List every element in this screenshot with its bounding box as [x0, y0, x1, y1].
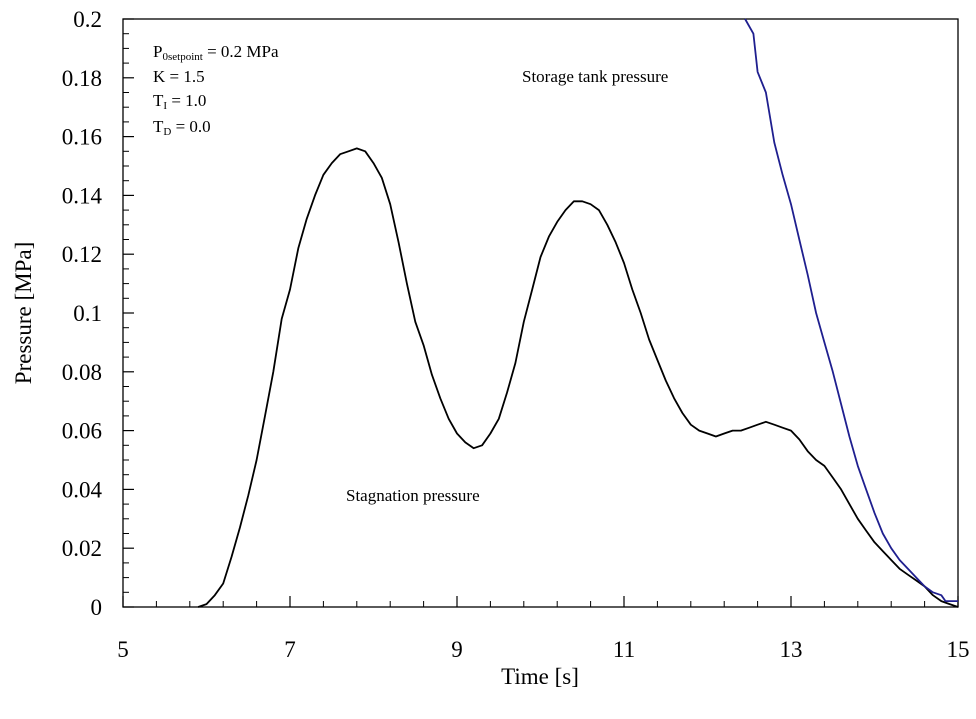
y-tick-label: 0: [91, 595, 103, 620]
x-tick-label: 9: [451, 637, 463, 662]
y-tick-label: 0.1: [73, 301, 102, 326]
parameter-line: TI = 1.0: [153, 91, 206, 112]
plot-frame: [122, 18, 959, 608]
x-tick-label: 7: [284, 637, 296, 662]
annotation-stagnation-pressure: Stagnation pressure: [346, 486, 480, 505]
x-axis-title: Time [s]: [501, 664, 579, 689]
parameter-line: P0setpoint = 0.2 MPa: [153, 42, 279, 63]
stagnation-pressure-line: [197, 147, 959, 608]
y-tick-label: 0.06: [62, 419, 102, 444]
x-tick-labels: 5 7 9 11 13 15: [117, 637, 969, 662]
controller-parameters: P0setpoint = 0.2 MPa K = 1.5 TI = 1.0 TD = …: [153, 42, 279, 138]
y-tick-label: 0.04: [62, 477, 103, 502]
y-tick-label: 0.2: [73, 7, 102, 32]
x-tick-label: 5: [117, 637, 129, 662]
y-tick-labels: 0 0.02 0.04 0.06 0.08 0.1 0.12 0.14 0.16 0.18 0.2: [62, 7, 103, 620]
x-tick-label: 11: [613, 637, 635, 662]
x-tick-label: 13: [780, 637, 803, 662]
y-tick-label: 0.18: [62, 66, 102, 91]
y-tick-label: 0.16: [62, 125, 102, 150]
storage-tank-pressure-line: [744, 18, 958, 602]
series-lines: [197, 18, 959, 608]
y-axis-title: Pressure [MPa]: [11, 242, 36, 384]
y-tick-label: 0.08: [62, 360, 102, 385]
y-tick-label: 0.02: [62, 536, 102, 561]
y-tick-label: 0.12: [62, 242, 102, 267]
axis-ticks: [122, 18, 959, 608]
y-tick-label: 0.14: [62, 183, 103, 208]
parameter-line: TD = 0.0: [153, 117, 211, 138]
x-tick-label: 15: [947, 637, 970, 662]
annotation-storage-tank-pressure: Storage tank pressure: [522, 67, 668, 86]
parameter-line: K = 1.5: [153, 67, 205, 86]
